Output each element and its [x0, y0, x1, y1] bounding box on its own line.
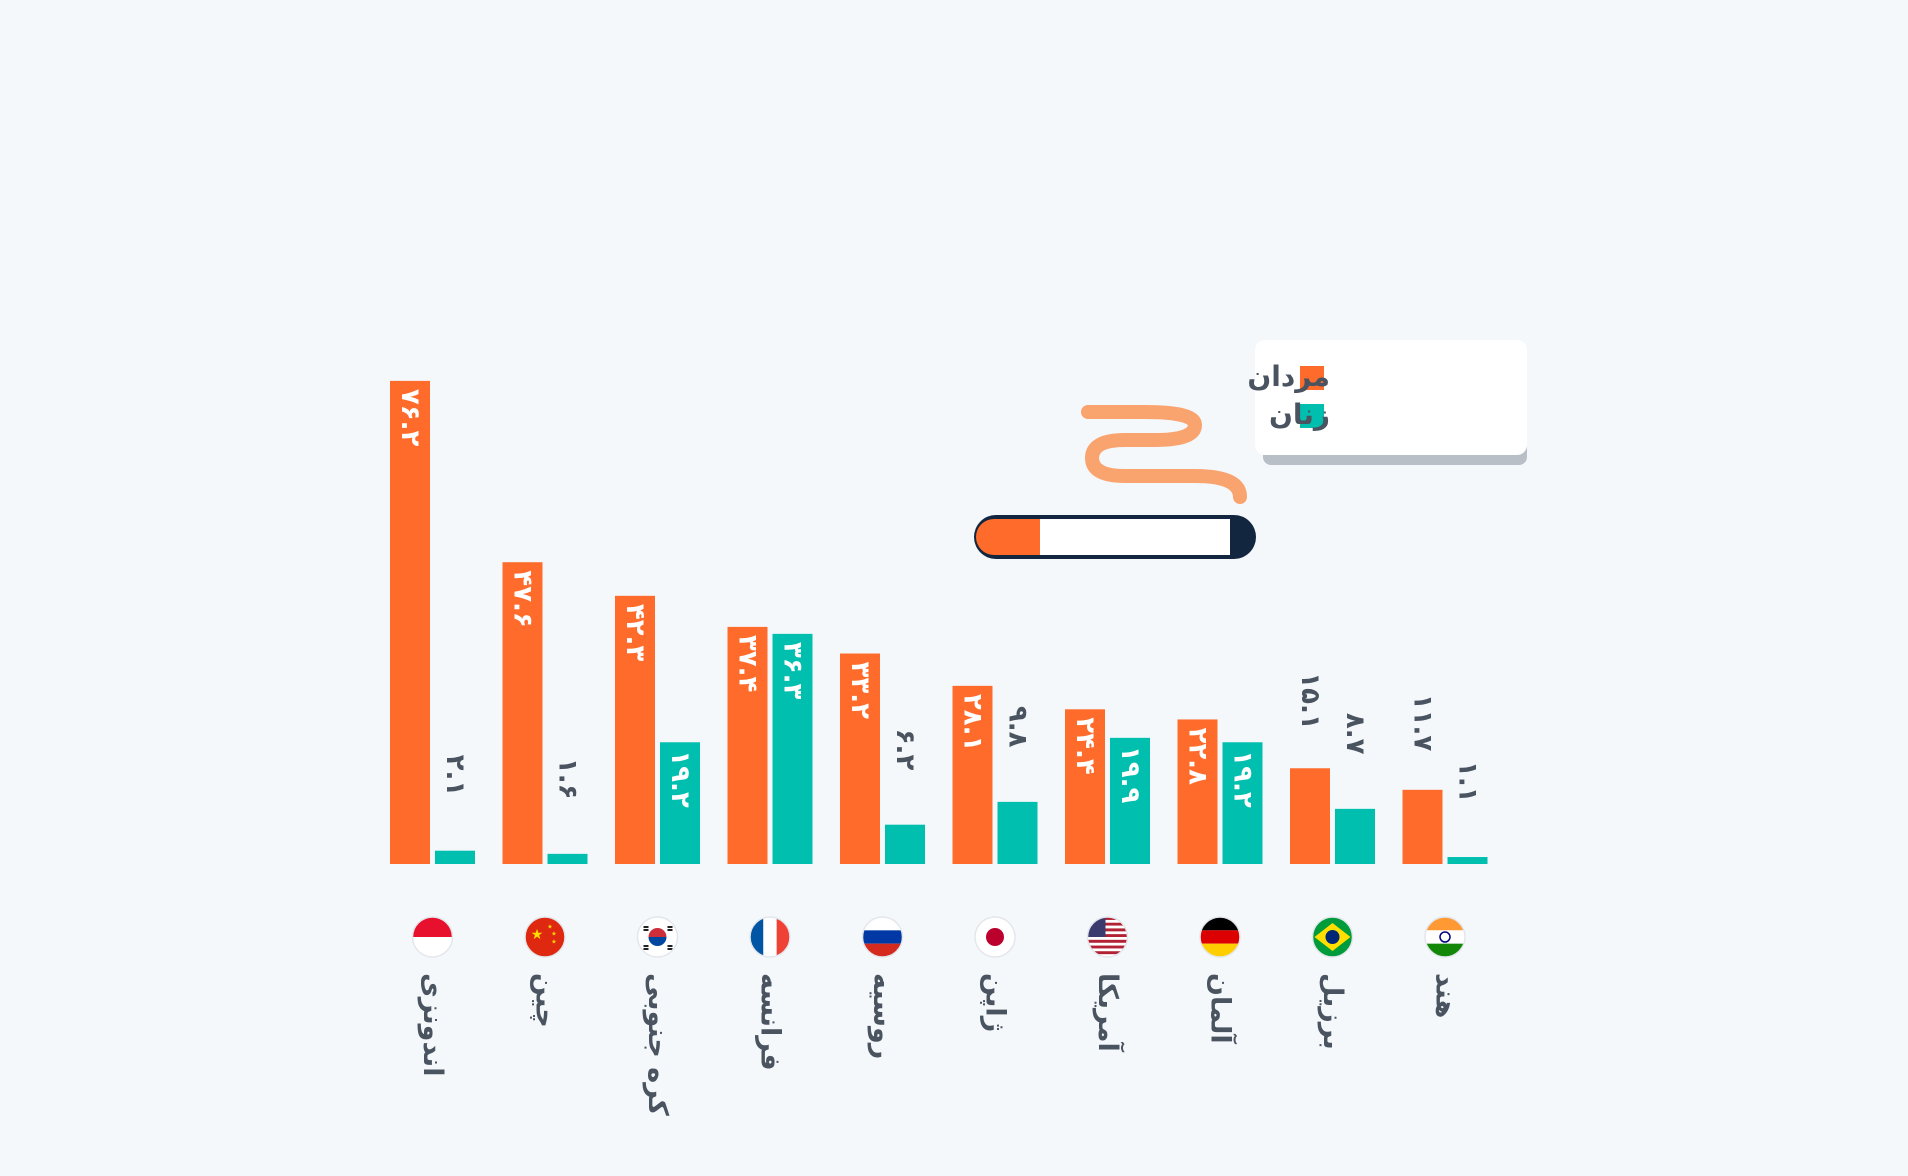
bar-men-1 [502, 562, 543, 864]
value-label-men-8: ۱۵.۱ [1295, 672, 1325, 729]
legend-label-women: زنان [1269, 398, 1330, 431]
country-label-6: آمریکا [1092, 973, 1125, 1052]
country-label-7: آلمان [1205, 973, 1238, 1044]
country-label-5: ژاپن [980, 973, 1011, 1032]
bar-men-5 [952, 685, 993, 864]
value-label-men-7: ۲۲.۸ [1183, 727, 1213, 785]
bar-women-1 [547, 853, 588, 864]
value-label-men-3: ۳۷.۴ [733, 635, 763, 692]
bar-women-8 [1335, 808, 1375, 864]
value-label-men-0: ۷۶.۲ [395, 389, 425, 447]
svg-text:★: ★ [531, 927, 544, 943]
flag-border-7 [1199, 916, 1241, 958]
value-label-women-8: ۸.۷ [1340, 713, 1370, 755]
bar-women-6 [1110, 737, 1150, 864]
brazil-flag [1312, 917, 1353, 957]
flag-border-5 [974, 916, 1016, 958]
country-label-0: اندونزی [417, 973, 448, 1076]
japan-flag [975, 917, 1015, 957]
value-label-women-0: ۲.۱ [440, 755, 470, 797]
flag-border-8 [1311, 916, 1354, 958]
smoke-icon [1081, 405, 1247, 504]
bar-women-7 [1222, 742, 1263, 864]
country-label-1: چین [530, 973, 561, 1028]
cigarette-icon [974, 405, 1256, 559]
flag-border-2 [636, 916, 679, 958]
value-label-women-4: ۶.۲ [890, 729, 920, 771]
value-label-women-3: ۳۶.۳ [778, 642, 808, 700]
bar-women-0 [435, 850, 475, 864]
value-label-women-1: ۱.۶ [553, 758, 583, 800]
bar-women-2 [660, 742, 700, 864]
bar-men-6 [1065, 709, 1105, 864]
legend: مردان زنان [1247, 340, 1527, 465]
bar-women-5 [997, 801, 1038, 864]
flag-border-1 [524, 916, 566, 958]
bar-men-3 [727, 626, 768, 864]
value-label-men-1: ۴۷.۶ [508, 570, 538, 627]
value-label-men-5: ۲۸.۱ [958, 694, 988, 751]
bar-men-0 [390, 380, 430, 864]
bar-men-8 [1290, 768, 1330, 864]
cigarette-body [1036, 519, 1230, 555]
flag-border-0 [411, 916, 454, 958]
value-label-women-5: ۹.۸ [1003, 706, 1033, 748]
bar-men-9 [1402, 789, 1443, 864]
svg-text:★: ★ [547, 924, 552, 931]
legend-label-men: مردان [1247, 360, 1330, 393]
legend-swatch-women [1300, 404, 1324, 428]
bar-men-2 [615, 595, 655, 864]
indonesia-flag [412, 917, 453, 957]
svg-text:★: ★ [551, 939, 556, 946]
south-korea-flag [637, 917, 678, 957]
value-label-women-6: ۱۹.۹ [1115, 746, 1145, 804]
country-label-9: هند [1430, 973, 1461, 1018]
flag-border-3 [749, 916, 791, 958]
country-label-4: روسیه [867, 973, 898, 1059]
bar-women-4 [885, 824, 925, 864]
country-label-3: فرانسه [755, 973, 786, 1071]
value-label-women-2: ۱۹.۲ [665, 750, 695, 808]
china-flag: ★ ★★★ [525, 917, 565, 957]
value-label-men-9: ۱۱.۷ [1408, 694, 1438, 752]
value-label-men-2: ۴۲.۳ [620, 604, 650, 662]
value-label-men-4: ۳۳.۲ [845, 662, 875, 720]
flag-border-9 [1424, 916, 1466, 958]
flag-border-6 [1086, 916, 1129, 958]
bar-men-4 [840, 653, 880, 864]
flag-border-4 [861, 916, 904, 958]
country-labels-group: اندونزی چین کره جنوبی فرانسه روسیه ژاپن آمریکا… [417, 973, 1461, 1116]
flags-group: ★ ★★★ [411, 916, 1466, 958]
bar-women-9 [1447, 857, 1488, 864]
cigarette-filter-edge [1016, 519, 1040, 555]
value-label-women-9: ۱.۱ [1453, 761, 1483, 803]
svg-text:★: ★ [551, 931, 556, 938]
bars-group [390, 380, 1488, 864]
value-labels-group: ۷۶.۲ ۲.۱ ۴۷.۶ ۱.۶ ۴۲.۳ ۱۹.۲ ۳۷.۴ ۳۶.۳ ۳۳.۲ ۶.۲ ۲۸.… [395, 389, 1483, 808]
country-label-2: کره جنوبی [642, 973, 673, 1116]
value-label-women-7: ۱۹.۲ [1228, 750, 1258, 808]
bar-men-7 [1177, 719, 1218, 864]
value-label-men-6: ۲۴.۴ [1070, 717, 1100, 774]
bar-women-3 [772, 633, 813, 864]
legend-swatch-men [1300, 366, 1324, 390]
country-label-8: برزیل [1317, 973, 1348, 1050]
